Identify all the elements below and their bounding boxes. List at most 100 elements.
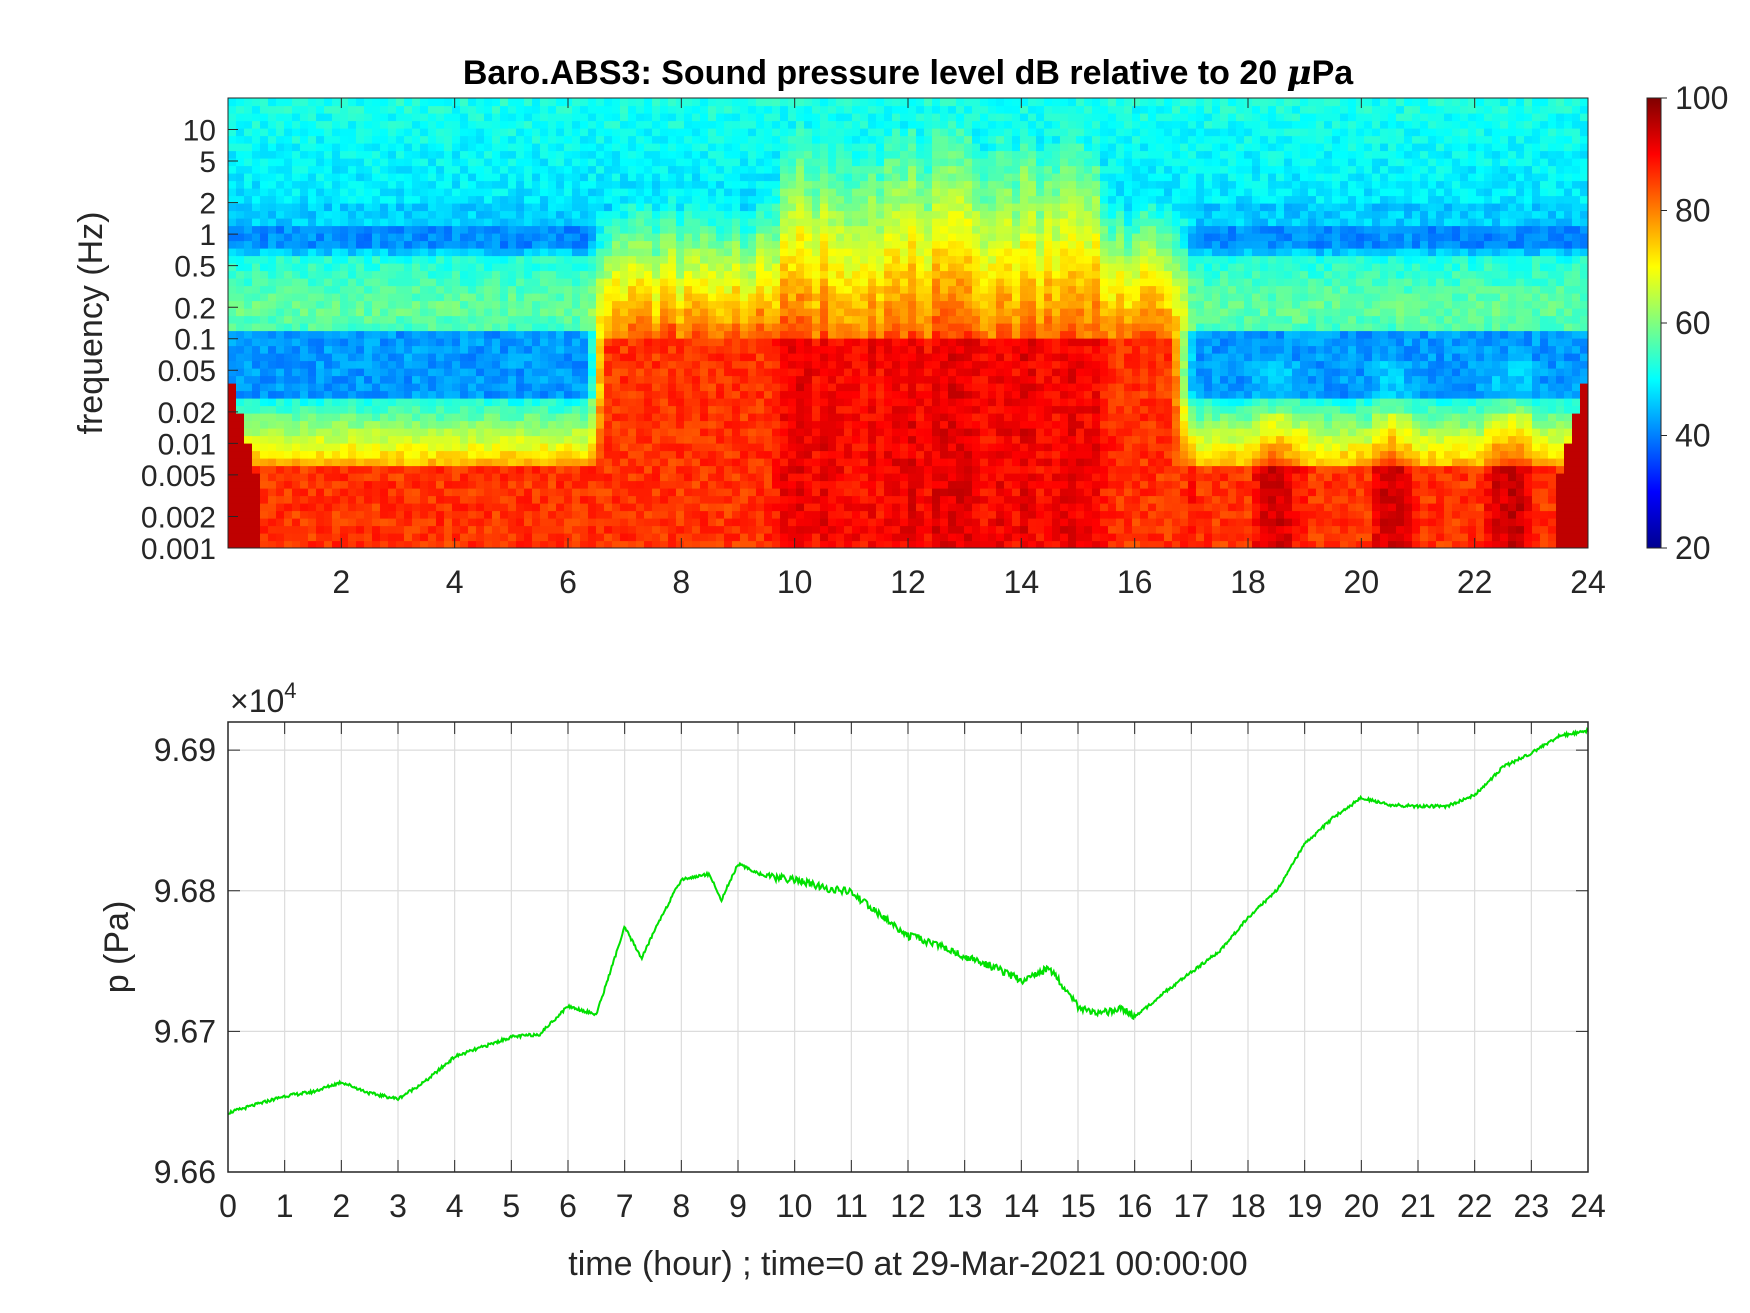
spectrogram-cell [308, 120, 317, 129]
spectrogram-cell [444, 218, 453, 227]
spectrogram-cell [564, 480, 573, 489]
spectrogram-cell [772, 488, 781, 497]
spectrogram-cell [876, 263, 885, 272]
spectrogram-cell [484, 413, 493, 422]
spectrogram-cell [276, 293, 285, 302]
spectrogram-cell [564, 180, 573, 189]
spectrogram-cell [500, 240, 509, 249]
spectrogram-cell [572, 390, 581, 399]
spectrogram-cell [364, 375, 373, 384]
spectrogram-cell [444, 510, 453, 519]
spectrogram-cell [764, 353, 773, 362]
spectrogram-cell [684, 293, 693, 302]
spectrogram-cell [860, 225, 869, 234]
spectrogram-cell [820, 225, 829, 234]
spectrogram-cell [524, 443, 533, 452]
spectrogram-cell [604, 315, 613, 324]
spectrogram-cell [428, 383, 437, 392]
spectrogram-cell [820, 105, 829, 114]
spectrogram-cell [788, 360, 797, 369]
spectrogram-cell [508, 428, 517, 437]
spectrogram-cell [564, 195, 573, 204]
spectrogram-cell [340, 405, 349, 414]
spectrogram-cell [556, 180, 565, 189]
spectrogram-cell [844, 173, 853, 182]
spectrogram-cell [668, 405, 677, 414]
spectrogram-cell [228, 473, 237, 482]
spectrogram-cell [492, 495, 501, 504]
spectrogram-cell [772, 473, 781, 482]
spectrogram-cell [268, 540, 277, 548]
spectrogram-cell [684, 383, 693, 392]
spectrogram-cell [540, 308, 549, 317]
spectrogram-cell [460, 375, 469, 384]
spectrogram-cell [828, 233, 837, 242]
spectrogram-cell [644, 353, 653, 362]
spectrogram-cell [636, 420, 645, 429]
spectrogram-cell [652, 270, 661, 279]
spectrogram-cell [324, 128, 333, 137]
spectrogram-cell [556, 278, 565, 287]
spectrogram-cell [700, 443, 709, 452]
spectrogram-cell [884, 413, 893, 422]
spectrogram-cell [796, 128, 805, 137]
spectrogram-cell [684, 465, 693, 474]
spectrogram-cell [852, 300, 861, 309]
spectrogram-cell [596, 188, 605, 197]
spectrogram-cell [540, 450, 549, 459]
spectrogram-cell [284, 540, 293, 548]
spectrogram-cell [820, 368, 829, 377]
spectrogram-cell [308, 533, 317, 542]
spectrogram-cell [476, 285, 485, 294]
spectrogram-cell [332, 120, 341, 129]
spectrogram-cell [404, 248, 413, 257]
spectrogram-cell [684, 195, 693, 204]
spectrogram-cell [316, 405, 325, 414]
spectrogram-cell [500, 518, 509, 527]
spectrogram-cell [420, 165, 429, 174]
spectrogram-cell [260, 158, 269, 167]
spectrogram-cell [660, 210, 669, 219]
spectrogram-cell [324, 443, 333, 452]
spectrogram-cell [860, 435, 869, 444]
spectrogram-cell [228, 338, 237, 347]
spectrogram-cell [236, 473, 245, 482]
spectrogram-cell [596, 330, 605, 339]
spectrogram-cell [860, 413, 869, 422]
spectrogram-cell [788, 533, 797, 542]
spectrogram-cell [628, 218, 637, 227]
spectrogram-cell [884, 188, 893, 197]
spectrogram-cell [556, 510, 565, 519]
spectrogram-cell [700, 488, 709, 497]
spectrogram-cell [500, 150, 509, 159]
spectrogram-cell [772, 450, 781, 459]
spectrogram-cell [228, 323, 237, 332]
spectrogram-cell [604, 435, 613, 444]
spectrogram-cell [244, 390, 253, 399]
spectrogram-cell [580, 180, 589, 189]
spectrogram-cell [692, 143, 701, 152]
spectrogram-cell [580, 428, 589, 437]
spectrogram-cell [820, 150, 829, 159]
spectrogram-cell [260, 270, 269, 279]
spectrogram-cell [820, 270, 829, 279]
spectrogram-cell [276, 383, 285, 392]
spectrogram-cell [876, 128, 885, 137]
spectrogram-cell [772, 540, 781, 548]
spectrogram-cell [868, 120, 877, 129]
spectrogram-cell [860, 165, 869, 174]
spectrogram-cell [508, 533, 517, 542]
spectrogram-cell [716, 338, 725, 347]
spectrogram-cell [636, 473, 645, 482]
spectrogram-cell [348, 390, 357, 399]
spectrogram-cell [692, 210, 701, 219]
spectrogram-cell [812, 143, 821, 152]
spectrogram-cell [692, 428, 701, 437]
spectrogram-cell [836, 128, 845, 137]
spectrogram-cell [572, 270, 581, 279]
spectrogram-cell [492, 360, 501, 369]
spectrogram-cell [764, 128, 773, 137]
spectrogram-cell [324, 203, 333, 212]
spectrogram-cell [860, 450, 869, 459]
spectrogram-cell [780, 518, 789, 527]
